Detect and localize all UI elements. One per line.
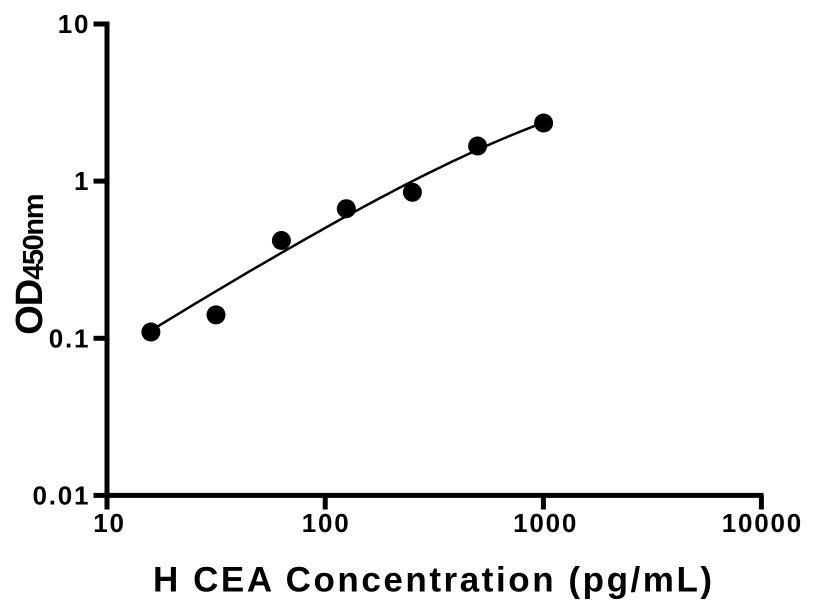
svg-text:1: 1 [74, 166, 90, 196]
svg-text:10: 10 [93, 508, 126, 538]
svg-text:1000: 1000 [513, 508, 578, 538]
svg-text:10: 10 [58, 9, 91, 39]
svg-text:0.01: 0.01 [32, 480, 90, 510]
svg-text:0.1: 0.1 [49, 323, 91, 353]
svg-text:100: 100 [302, 508, 351, 538]
svg-text:H CEA Concentration (pg/mL): H CEA Concentration (pg/mL) [153, 561, 715, 600]
svg-text:10000: 10000 [722, 508, 803, 538]
